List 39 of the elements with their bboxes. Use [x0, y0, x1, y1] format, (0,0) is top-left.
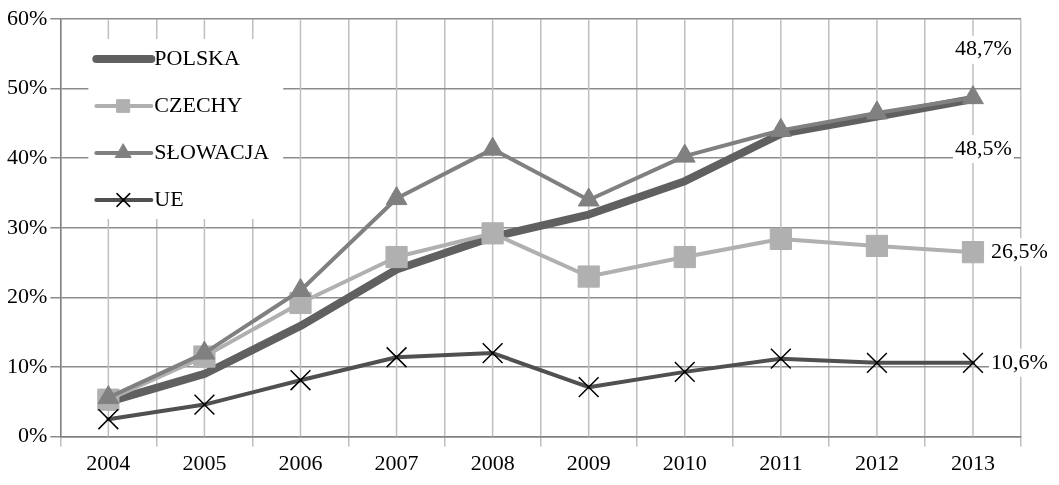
- x-tick-label: 2005: [182, 449, 227, 475]
- y-tick-label: 0%: [18, 422, 48, 448]
- x-tick-label: 2006: [278, 449, 323, 475]
- legend-label: POLSKA: [154, 44, 241, 70]
- x-tick-label: 2013: [950, 449, 995, 475]
- legend-label: SŁOWACJA: [154, 138, 270, 164]
- y-tick-label: 40%: [7, 143, 48, 169]
- point: [673, 143, 696, 163]
- point: [577, 187, 600, 207]
- point: [962, 85, 984, 105]
- point: [769, 227, 792, 251]
- point: [866, 100, 888, 120]
- point: [673, 245, 696, 269]
- point: [385, 186, 408, 206]
- y-tick-label: 30%: [7, 213, 48, 239]
- point: [481, 136, 504, 156]
- x-tick-label: 2012: [854, 449, 899, 475]
- x-tick-label: 2008: [470, 449, 515, 475]
- point: [961, 241, 985, 264]
- data-label: 48,5%: [954, 134, 1012, 160]
- x-tick-label: 2007: [374, 449, 419, 475]
- legend-label: UE: [154, 185, 184, 211]
- x-tick-label: 2009: [566, 449, 611, 475]
- data-label: 48,7%: [954, 35, 1012, 61]
- y-tick-label: 20%: [7, 283, 48, 309]
- y-tick-label: 60%: [7, 4, 48, 30]
- legend-label: CZECHY: [154, 91, 243, 117]
- x-tick-label: 2004: [86, 449, 131, 475]
- x-tick-label: 2011: [759, 449, 803, 475]
- point: [769, 117, 792, 137]
- data-label: 26,5%: [990, 237, 1048, 263]
- x-tick-label: 2010: [662, 449, 707, 475]
- point: [481, 222, 504, 245]
- y-tick-label: 50%: [7, 74, 48, 100]
- point: [385, 245, 408, 269]
- point: [865, 234, 889, 257]
- point: [577, 265, 600, 288]
- data-label: 10,6%: [990, 348, 1048, 374]
- y-tick-label: 10%: [7, 352, 48, 378]
